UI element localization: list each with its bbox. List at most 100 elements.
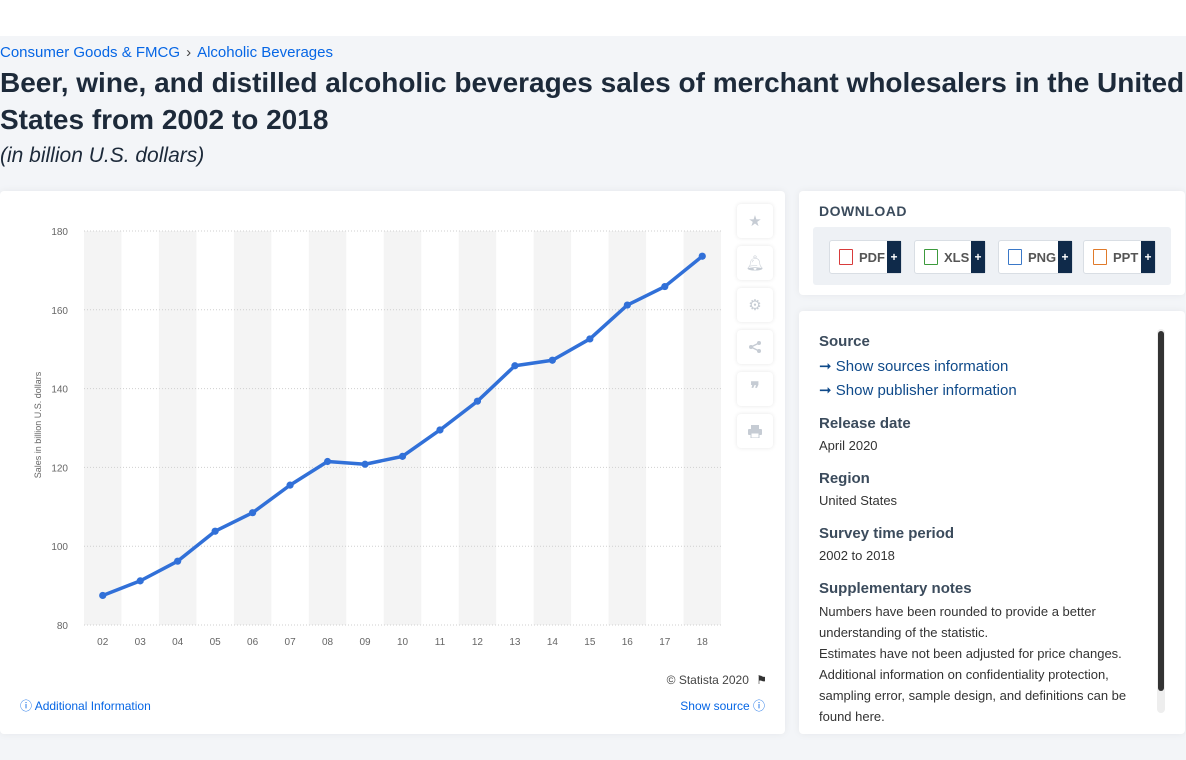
band-18 [683,231,721,625]
notes-paragraph-2: Estimates have not been adjusted for pri… [819,646,1127,721]
band-14 [533,231,572,625]
y-tick-label-120: 120 [51,463,68,474]
x-tick-label-14: 14 [547,637,559,648]
data-point-08 [323,457,332,466]
details-scroll-area[interactable]: Source ➞ Show sources information ➞ Show… [799,311,1144,721]
info-circle-icon: ⓘ [752,699,765,713]
band-08 [308,231,347,625]
data-point-10 [398,452,407,460]
show-sources-link[interactable]: ➞ Show sources information [819,357,1008,375]
share-button[interactable] [737,330,773,364]
top-bar [0,0,1186,36]
x-tick-label-13: 13 [509,637,521,648]
data-point-06 [249,509,257,517]
data-point-17 [661,282,669,291]
xls-icon [924,249,938,265]
x-tick-label-12: 12 [472,637,484,648]
bell-icon: 🔔︎ [745,255,765,272]
y-tick-label-140: 140 [51,385,68,396]
ppt-icon [1093,249,1107,265]
data-point-07 [286,481,294,489]
y-tick-label-80: 80 [57,621,69,632]
data-point-11 [436,426,444,434]
download-card: DOWNLOAD PDF + XLS + PNG + PPT + [799,191,1185,295]
show-source-link[interactable]: Show source ⓘ [680,697,765,714]
cite-button[interactable]: ❞ [737,372,773,406]
download-buttons: PDF + XLS + PNG + PPT + [813,227,1171,285]
quote-icon: ❞ [750,379,760,398]
x-tick-label-18: 18 [697,637,709,648]
data-point-03 [136,577,144,585]
data-point-13 [511,362,519,370]
supplementary-notes-label: Supplementary notes [819,580,972,597]
arrow-right-icon: ➞ [819,382,832,399]
plus-icon: + [1058,241,1072,273]
copyright: © Statista 2020 ⚑ [667,673,767,687]
breadcrumb-link-alcoholic-beverages[interactable]: Alcoholic Beverages [197,44,333,61]
y-axis-label: Sales in billion U.S. dollars [33,371,43,478]
x-tick-label-10: 10 [397,637,409,648]
page-subtitle: (in billion U.S. dollars) [0,144,205,167]
show-publisher-link[interactable]: ➞ Show publisher information [819,381,1017,399]
download-png-label: PNG [1028,249,1057,265]
page-title: Beer, wine, and distilled alcoholic beve… [0,67,1185,135]
data-point-04 [174,557,182,565]
x-tick-label-08: 08 [322,637,334,648]
x-tick-label-17: 17 [659,637,671,648]
statistic-details-card: Source ➞ Show sources information ➞ Show… [799,311,1185,734]
y-tick-label-100: 100 [51,542,68,553]
chart-card: 80 100 120 140 160 180 02 03 04 05 06 07 08 09 10 11 12 1… [0,191,785,734]
band-16 [608,231,647,625]
data-point-12 [473,397,482,405]
x-tick-label-15: 15 [584,637,596,648]
breadcrumb: Consumer Goods & FMCG › Alcoholic Beverage… [0,44,333,61]
additional-information-link[interactable]: ⓘ Additional Information [20,697,151,714]
band-04 [158,231,197,625]
download-xls-button[interactable]: XLS + [914,240,986,274]
band-12 [458,231,497,625]
print-button[interactable] [737,414,773,448]
copyright-text: © Statista 2020 [666,673,749,687]
data-point-02 [99,591,107,600]
download-xls-label: XLS [944,249,970,265]
x-tick-label-09: 09 [359,637,371,648]
x-tick-label-04: 04 [172,637,184,648]
region-value: United States [819,493,898,508]
release-date-value: April 2020 [819,438,878,453]
data-point-18 [698,252,706,260]
plus-icon: + [1141,241,1155,273]
settings-button[interactable]: ⚙ [737,288,773,322]
data-point-15 [586,335,594,343]
show-sources-label: Show sources information [835,358,1009,375]
band-06 [233,231,272,625]
png-icon [1008,249,1022,265]
x-tick-label-07: 07 [285,637,297,648]
survey-period-label: Survey time period [819,525,955,542]
data-point-14 [548,356,556,364]
notification-button[interactable]: 🔔︎ [737,246,773,280]
release-date-label: Release date [819,415,911,432]
download-ppt-label: PPT [1113,249,1139,265]
data-point-16 [623,301,631,309]
gear-icon: ⚙ [748,297,762,314]
x-tick-label-05: 05 [210,637,222,648]
data-point-05 [211,527,219,535]
show-publisher-label: Show publisher information [835,382,1017,399]
survey-period-value: 2002 to 2018 [819,548,895,563]
region-label: Region [819,470,870,487]
download-pdf-button[interactable]: PDF + [829,240,902,274]
y-tick-label-180: 180 [51,227,68,238]
scrollbar-thumb[interactable] [1158,331,1164,691]
band-10 [383,231,422,625]
arrow-right-icon: ➞ [819,358,832,375]
star-icon: ★ [748,213,762,230]
download-png-button[interactable]: PNG + [998,240,1073,274]
favorite-button[interactable]: ★ [737,204,773,238]
print-icon [748,424,762,438]
flag-icon[interactable]: ⚑ [756,673,767,687]
info-circle-icon: ⓘ [20,699,33,713]
notes-paragraph-1: Numbers have been rounded to provide a b… [819,604,1096,640]
breadcrumb-link-consumer-goods[interactable]: Consumer Goods & FMCG [0,44,181,61]
download-ppt-button[interactable]: PPT + [1083,240,1156,274]
x-tick-label-06: 06 [247,637,259,648]
